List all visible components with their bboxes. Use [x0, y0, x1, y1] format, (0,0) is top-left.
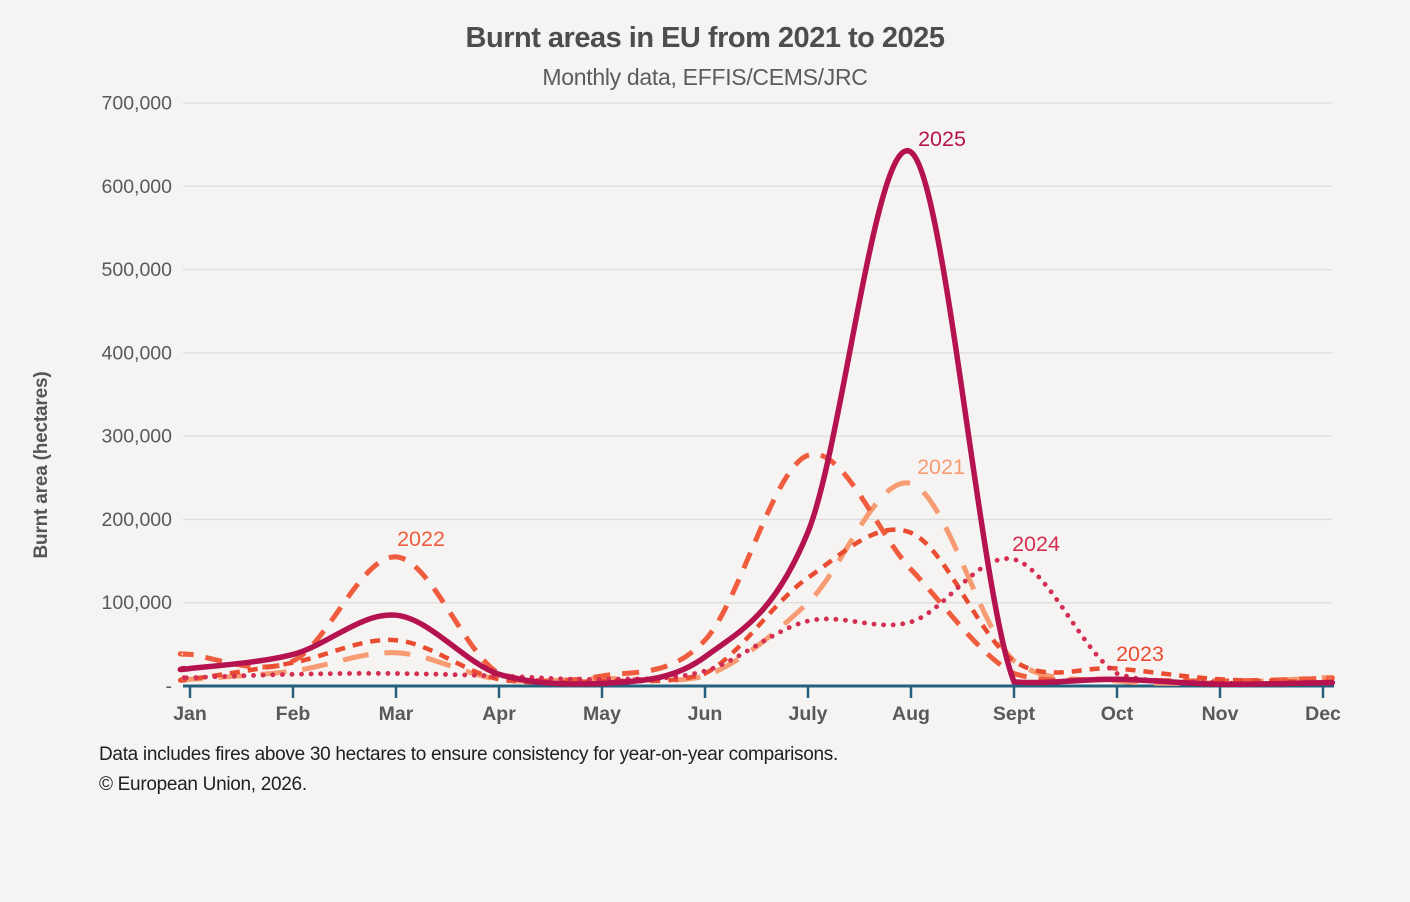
x-tick-label: Feb [276, 703, 311, 725]
x-tick-label: Aug [892, 703, 930, 725]
y-tick-label: 700,000 [102, 93, 173, 115]
series-label-2024: 2024 [1012, 532, 1060, 556]
x-tick-label: Sept [993, 703, 1036, 725]
y-tick-label: 300,000 [102, 426, 173, 448]
x-tick-label: Dec [1305, 703, 1341, 725]
x-tick-label: July [788, 703, 827, 725]
series-label-2025: 2025 [918, 127, 966, 151]
y-tick-label: - [166, 676, 173, 698]
x-tick-label: Jun [688, 703, 723, 725]
x-tick-label: Nov [1202, 703, 1239, 725]
x-tick-label: Jan [173, 703, 207, 725]
y-tick-label: 100,000 [102, 592, 173, 614]
x-tick-label: Apr [482, 703, 516, 725]
y-tick-label: 200,000 [102, 509, 173, 531]
footnote-line1: Data includes fires above 30 hectares to… [99, 744, 838, 765]
y-tick-label: 600,000 [102, 176, 173, 198]
series-label-2021: 2021 [917, 455, 965, 479]
chart-subtitle: Monthly data, EFFIS/CEMS/JRC [542, 64, 868, 90]
series-label-2023: 2023 [1116, 642, 1164, 666]
x-tick-label: Oct [1101, 703, 1134, 725]
y-tick-label: 500,000 [102, 259, 173, 281]
footnote-line2: © European Union, 2026. [99, 774, 307, 795]
x-tick-label: Mar [379, 703, 414, 725]
series-line-2023 [178, 527, 1335, 685]
y-tick-label: 400,000 [102, 342, 173, 364]
x-tick-label: May [583, 703, 621, 725]
series-line-2025 [177, 148, 1336, 688]
series-label-2022: 2022 [397, 527, 445, 551]
chart-title: Burnt areas in EU from 2021 to 2025 [465, 22, 945, 54]
